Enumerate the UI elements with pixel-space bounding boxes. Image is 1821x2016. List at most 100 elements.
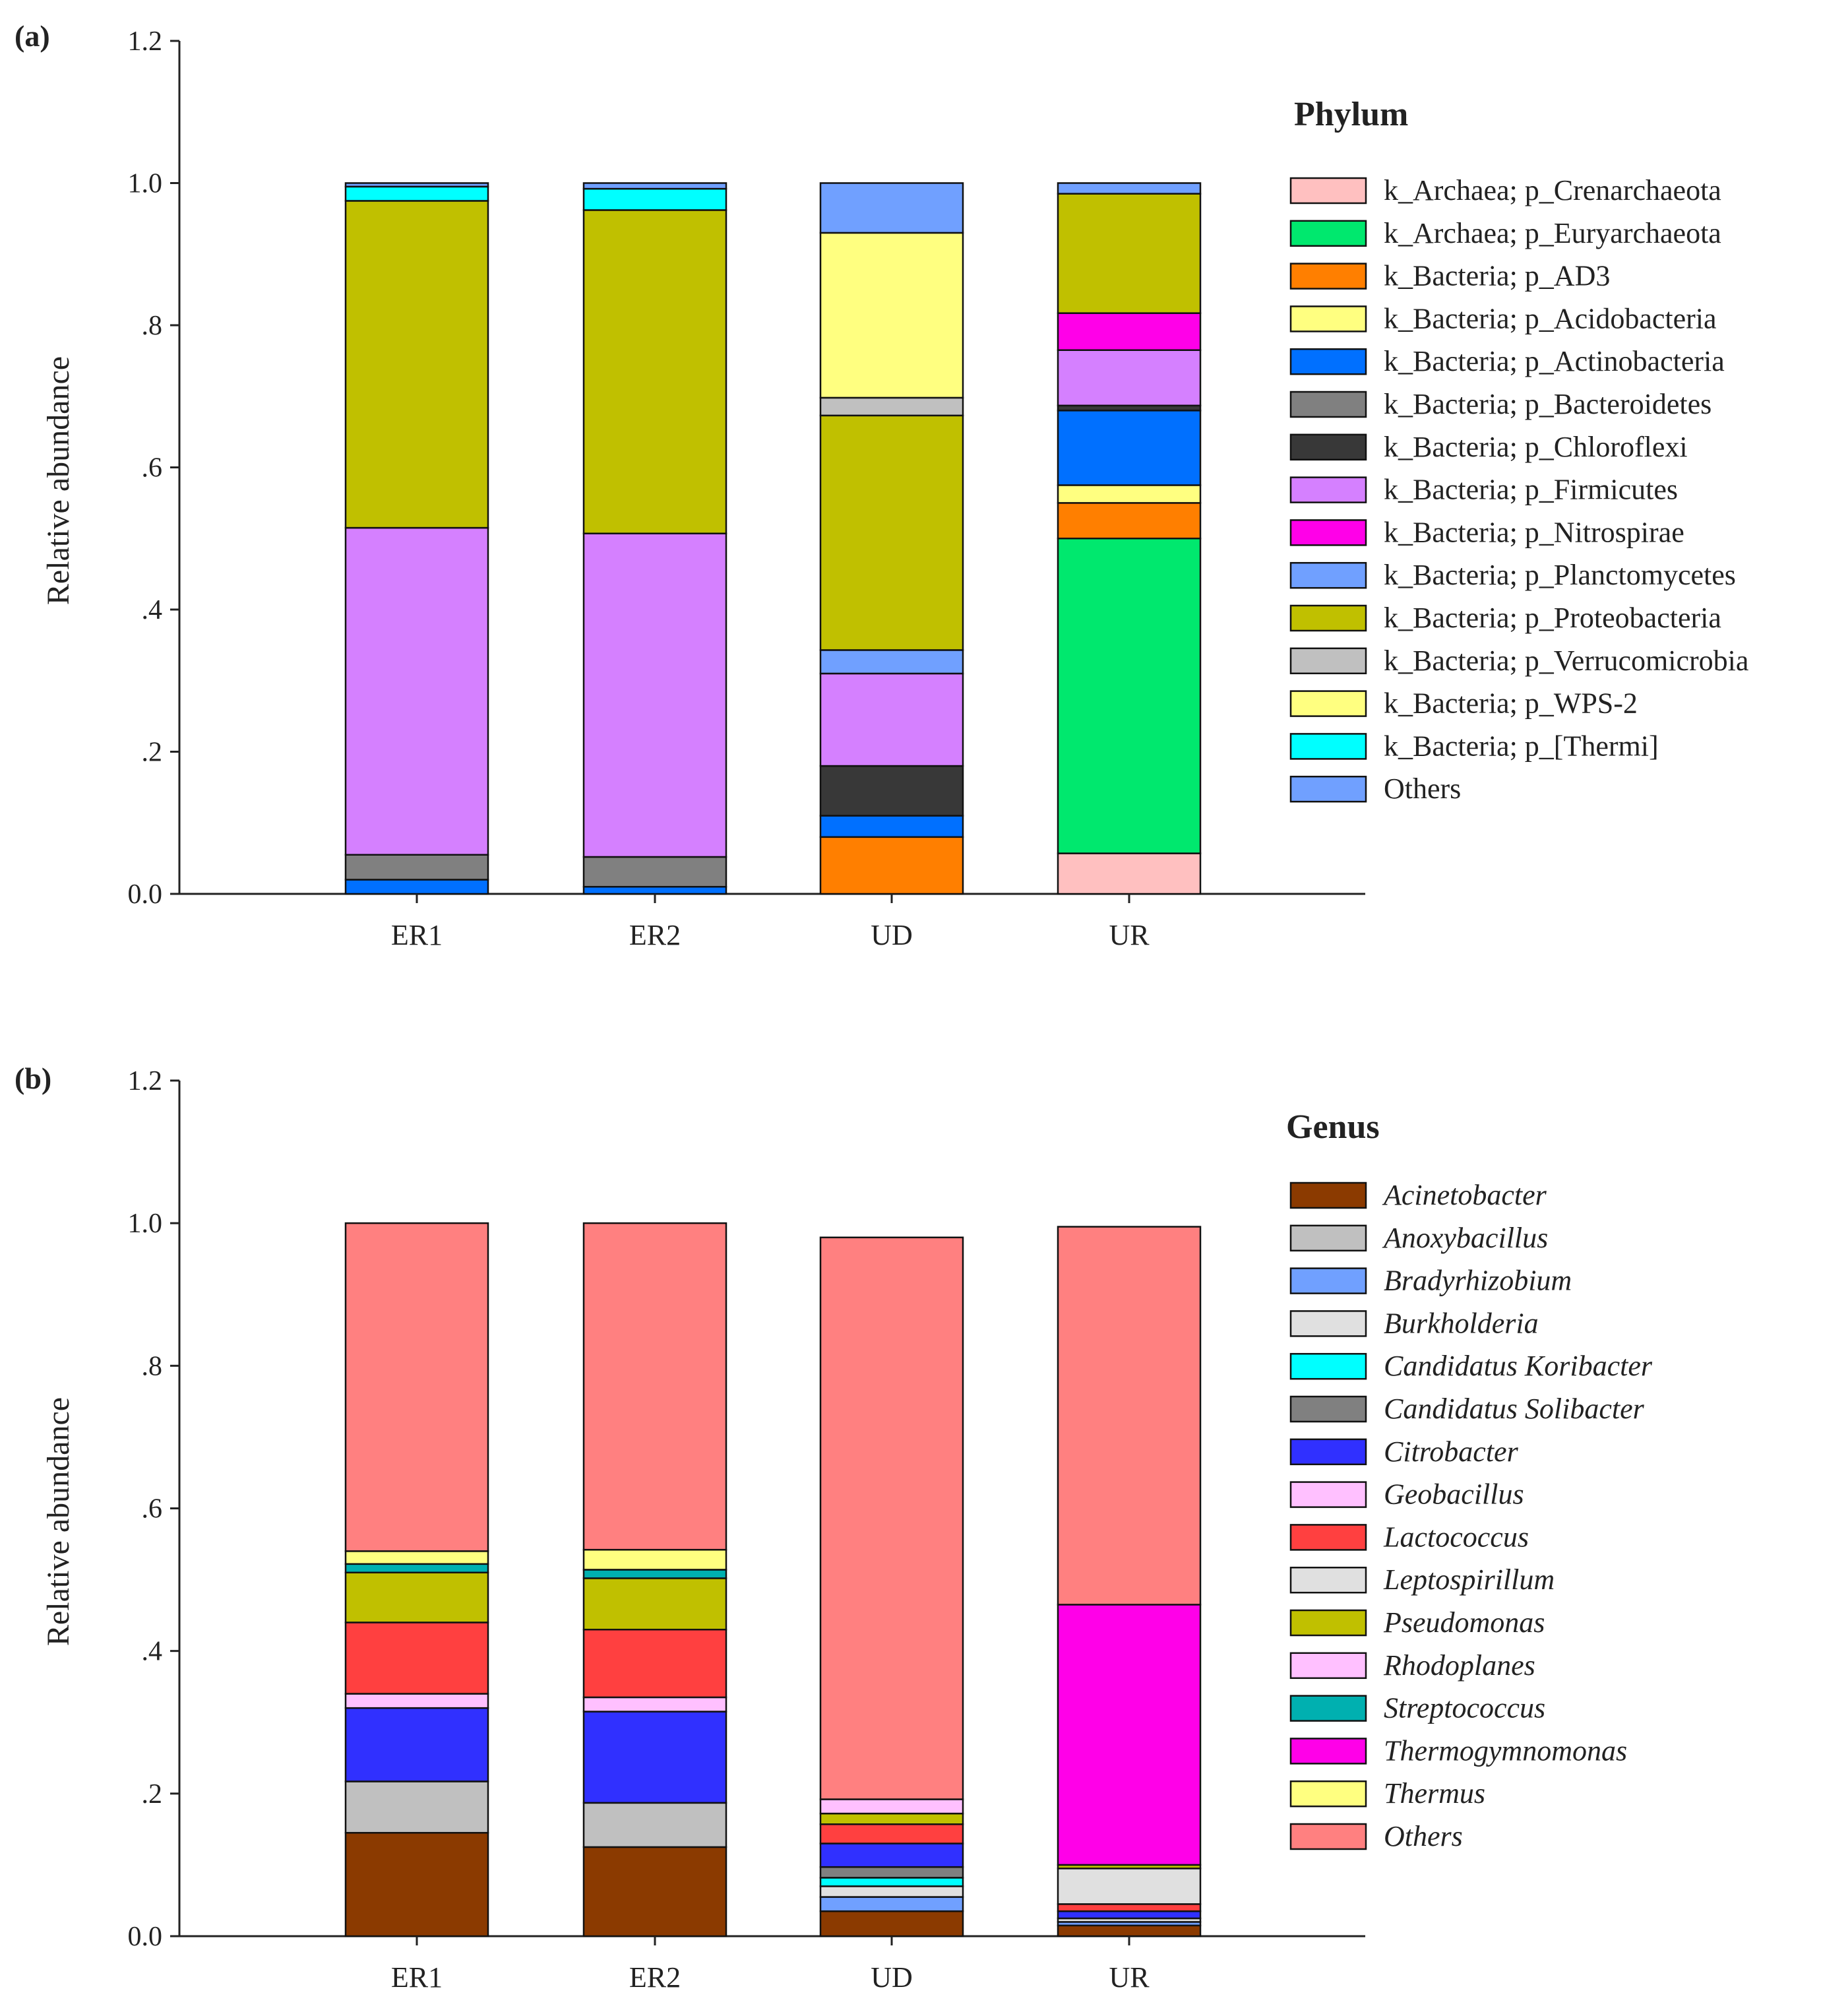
chart1-legend-swatch-bradyrhizobium bbox=[1289, 1267, 1367, 1294]
chart0-x-tick-label-ud: UD bbox=[871, 919, 913, 951]
chart1-legend-label-bradyrhizobium: Bradyrhizobium bbox=[1384, 1265, 1572, 1297]
chart0-y-tick-label: .8 bbox=[142, 311, 163, 341]
chart1-bar-ud-candidatus-koribacter bbox=[819, 1877, 964, 1887]
chart1-x-tick-label-ur: UR bbox=[1109, 1961, 1150, 1994]
chart1-legend-label-candidatus-koribacter: Candidatus Koribacter bbox=[1384, 1350, 1653, 1382]
chart0-legend-swatch-k-bacteria-p-thermi bbox=[1289, 733, 1367, 760]
chart0-legend-swatch-k-bacteria-p-proteobacteria bbox=[1289, 604, 1367, 632]
chart0-bar-ud-k-bacteria-p-ad3 bbox=[819, 836, 964, 895]
chart0-legend-swatch-k-bacteria-p-verrucomicrobia bbox=[1289, 647, 1367, 675]
chart1-legend-label-geobacillus: Geobacillus bbox=[1384, 1478, 1524, 1511]
chart1-legend-label-anoxybacillus: Anoxybacillus bbox=[1382, 1222, 1548, 1254]
chart1-y-tick-label: .4 bbox=[142, 1637, 163, 1667]
chart1-bar-er2-pseudomonas bbox=[582, 1577, 727, 1631]
chart1-bar-er2-anoxybacillus bbox=[582, 1802, 727, 1848]
chart0-legend-label-k-bacteria-p-nitrospirae: k_Bacteria; p_Nitrospirae bbox=[1384, 516, 1684, 548]
chart1-bar-er1-geobacillus bbox=[344, 1693, 489, 1709]
chart1-bar-er1-pseudomonas bbox=[344, 1571, 489, 1623]
chart0-y-tick-label: 0.0 bbox=[128, 879, 163, 910]
chart0-y-tick-label: 1.0 bbox=[128, 169, 163, 199]
chart0-y-tick-label: .6 bbox=[142, 453, 163, 484]
chart1-legend-swatch-thermus bbox=[1289, 1780, 1367, 1808]
chart1-legend-swatch-anoxybacillus bbox=[1289, 1224, 1367, 1252]
chart0-y-axis-title: Relative abundance bbox=[41, 356, 76, 605]
chart0-bar-ud-k-bacteria-p-proteobacteria bbox=[819, 414, 964, 651]
chart0-y-tick-label: .2 bbox=[142, 738, 163, 768]
chart1-legend-swatch-burkholderia bbox=[1289, 1310, 1367, 1337]
chart1-legend-swatch-acinetobacter bbox=[1289, 1181, 1367, 1209]
chart0-bar-er2-k-bacteria-p-proteobacteria bbox=[582, 209, 727, 534]
chart1-legend-label-leptospirillum: Leptospirillum bbox=[1383, 1563, 1555, 1596]
chart0-legend-swatch-k-bacteria-p-nitrospirae bbox=[1289, 519, 1367, 546]
chart1-legend-swatch-leptospirillum bbox=[1289, 1566, 1367, 1594]
chart1-bar-ud-pseudomonas bbox=[819, 1812, 964, 1825]
chart1-legend-swatch-thermogymnomonas bbox=[1289, 1738, 1367, 1765]
chart0-legend-label-k-bacteria-p-bacteroidetes: k_Bacteria; p_Bacteroidetes bbox=[1384, 388, 1712, 420]
chart0-bar-ur-k-bacteria-p-ad3 bbox=[1057, 502, 1202, 540]
chart0-bar-ur-k-bacteria-p-acidobacteria bbox=[1057, 484, 1202, 504]
chart0-legend-label-k-bacteria-p-firmicutes: k_Bacteria; p_Firmicutes bbox=[1384, 474, 1678, 506]
chart0-legend-label-k-bacteria-p-actinobacteria: k_Bacteria; p_Actinobacteria bbox=[1384, 345, 1725, 377]
chart1-legend-swatch-candidatus-koribacter bbox=[1289, 1352, 1367, 1380]
chart0-bar-er1-others bbox=[344, 182, 489, 188]
chart0-bar-ur-k-archaea-p-euryarchaeota bbox=[1057, 538, 1202, 854]
chart1-panel-label: (b) bbox=[15, 1061, 51, 1095]
genus-panel: (b) 0.0 .2 .4 .6 .8 1.0 1.2 Relative abundance ER… bbox=[15, 1061, 1653, 1994]
chart1-x-tick-label-er2: ER2 bbox=[629, 1961, 681, 1994]
chart1-bar-er2-lactococcus bbox=[582, 1628, 727, 1699]
chart1-legend-title: Genus bbox=[1286, 1108, 1380, 1146]
chart0-bar-ud-k-bacteria-p-actinobacteria bbox=[819, 815, 964, 838]
chart0-bar-er2-k-bacteria-p-firmicutes bbox=[582, 532, 727, 858]
chart1-bar-er2-thermus bbox=[582, 1548, 727, 1571]
chart1-y-tick-label: .2 bbox=[142, 1779, 163, 1810]
chart1-bar-ud-others bbox=[819, 1236, 964, 1800]
chart1-bar-ud-citrobacter bbox=[819, 1843, 964, 1868]
chart0-bar-er2-others bbox=[582, 182, 727, 190]
chart0-legend-label-k-archaea-p-crenarchaeota: k_Archaea; p_Crenarchaeota bbox=[1384, 174, 1721, 206]
chart0-legend-label-k-bacteria-p-wps-2: k_Bacteria; p_WPS-2 bbox=[1384, 687, 1638, 720]
chart1-bar-er1-anoxybacillus bbox=[344, 1780, 489, 1834]
chart0-legend-swatch-k-bacteria-p-chloroflexi bbox=[1289, 433, 1367, 461]
chart0-x-tick-label-er1: ER1 bbox=[391, 919, 443, 951]
chart0-y-tick-label: 1.2 bbox=[128, 26, 163, 57]
chart0-legend-title: Phylum bbox=[1294, 96, 1408, 133]
chart0-legend-swatch-k-bacteria-p-bacteroidetes bbox=[1289, 391, 1367, 418]
chart1-y-tick-label: 1.0 bbox=[128, 1209, 163, 1239]
chart1-bar-er2-others bbox=[582, 1222, 727, 1551]
chart1-legend-label-candidatus-solibacter: Candidatus Solibacter bbox=[1384, 1393, 1645, 1425]
chart0-bar-ud-k-bacteria-p-wps-2 bbox=[819, 232, 964, 399]
chart1-bar-ud-acinetobacter bbox=[819, 1910, 964, 1937]
chart1-legend-swatch-candidatus-solibacter bbox=[1289, 1395, 1367, 1423]
chart0-bar-ud-k-bacteria-p-firmicutes bbox=[819, 672, 964, 767]
chart0-bar-ur-k-archaea-p-crenarchaeota bbox=[1057, 852, 1202, 895]
chart1-legend-label-pseudomonas: Pseudomonas bbox=[1383, 1606, 1545, 1639]
chart0-legend-swatch-k-archaea-p-crenarchaeota bbox=[1289, 177, 1367, 205]
chart1-legend-label-streptococcus: Streptococcus bbox=[1384, 1692, 1545, 1724]
chart0-x-tick-label-er2: ER2 bbox=[629, 919, 681, 951]
chart0-y-tick-label: .4 bbox=[142, 595, 163, 625]
chart1-bar-ud-lactococcus bbox=[819, 1823, 964, 1844]
chart0-panel-label: (a) bbox=[15, 19, 50, 53]
chart1-bar-ur-lactococcus bbox=[1057, 1903, 1202, 1912]
chart1-bar-ud-bradyrhizobium bbox=[819, 1896, 964, 1912]
chart1-legend-label-others: Others bbox=[1384, 1820, 1463, 1852]
chart0-bar-er1-k-bacteria-p-firmicutes bbox=[344, 526, 489, 856]
chart0-legend-label-k-bacteria-p-chloroflexi: k_Bacteria; p_Chloroflexi bbox=[1384, 431, 1688, 463]
chart0-x-tick-label-ur: UR bbox=[1109, 919, 1150, 951]
chart1-bar-ur-acinetobacter bbox=[1057, 1924, 1202, 1937]
chart0-bar-ud-others bbox=[819, 182, 964, 234]
chart0-legend-swatch-k-bacteria-p-wps-2 bbox=[1289, 690, 1367, 717]
chart1-y-tick-label: 0.0 bbox=[128, 1922, 163, 1952]
chart1-bar-ud-rhodoplanes bbox=[819, 1798, 964, 1815]
chart0-legend-label-k-bacteria-p-acidobacteria: k_Bacteria; p_Acidobacteria bbox=[1384, 302, 1717, 334]
chart1-legend-label-lactococcus: Lactococcus bbox=[1383, 1521, 1529, 1553]
chart0-bar-er1-k-bacteria-p-actinobacteria bbox=[344, 879, 489, 895]
chart1-y-axis-title: Relative abundance bbox=[41, 1397, 76, 1646]
chart1-legend-swatch-streptococcus bbox=[1289, 1695, 1367, 1722]
chart0-legend-swatch-others bbox=[1289, 775, 1367, 803]
chart0-legend-label-k-bacteria-p-thermi: k_Bacteria; p_[Thermi] bbox=[1384, 730, 1659, 762]
chart0-bar-ur-k-bacteria-p-proteobacteria bbox=[1057, 193, 1202, 314]
chart0-legend-swatch-k-bacteria-p-acidobacteria bbox=[1289, 305, 1367, 332]
chart0-bar-ur-others bbox=[1057, 182, 1202, 195]
